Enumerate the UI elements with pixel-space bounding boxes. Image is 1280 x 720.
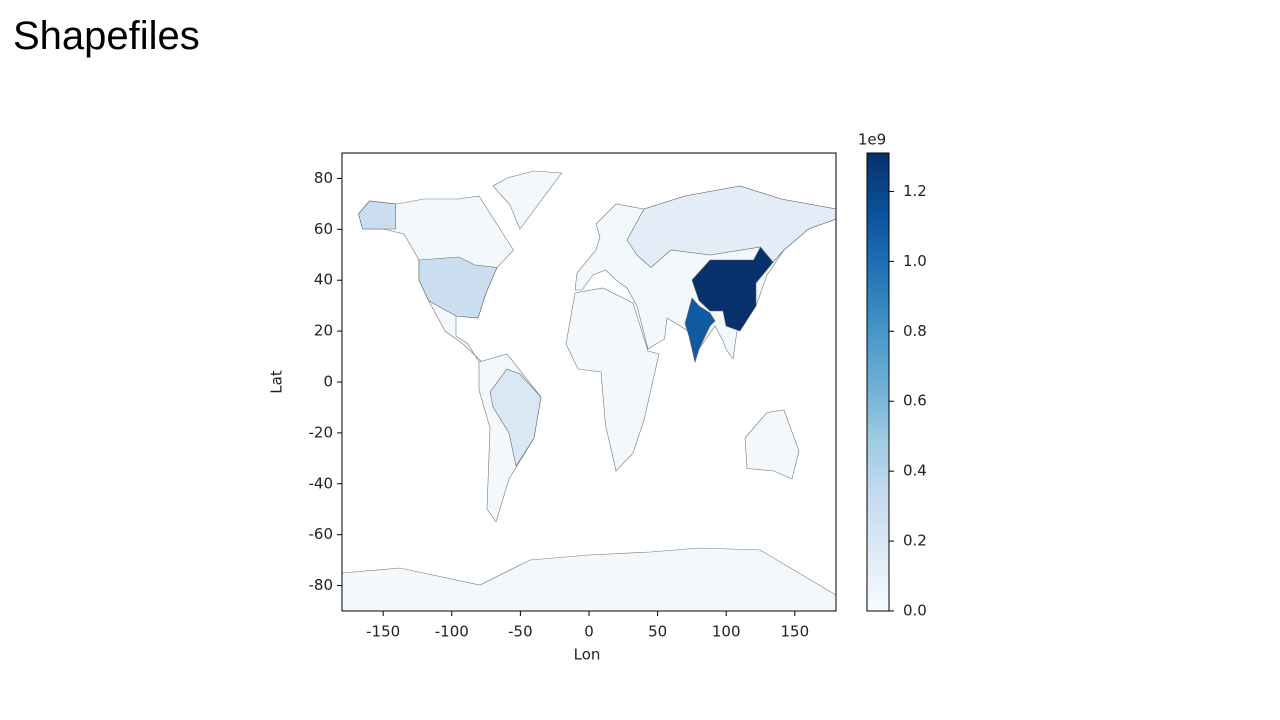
y-tick-label: 40 [314, 271, 333, 289]
y-tick-label: -20 [309, 423, 334, 441]
y-tick-label: 60 [314, 220, 333, 238]
x-tick-label: 50 [648, 623, 667, 641]
colorbar-tick-label: 0.6 [903, 392, 927, 410]
region [684, 297, 716, 364]
colorbar-tick-label: 1.0 [903, 252, 927, 270]
regions [358, 185, 837, 467]
x-tick-label: 100 [712, 623, 741, 641]
y-axis-label: Lat [268, 370, 286, 394]
colorbar [866, 152, 890, 612]
x-tick-label: 150 [781, 623, 810, 641]
colorbar-tick-label: 1.2 [903, 182, 927, 200]
region [626, 185, 837, 268]
y-tick-label: -80 [309, 576, 334, 594]
australia [744, 409, 800, 480]
colorbar-tick-label: 0.2 [903, 532, 927, 550]
x-tick-label: -100 [435, 623, 469, 641]
greenland [492, 170, 563, 230]
y-tick-label: -40 [309, 474, 334, 492]
y-tick-label: 20 [314, 322, 333, 340]
colorbar-tick-label: 0.0 [903, 602, 927, 620]
y-tick-label: 80 [314, 169, 333, 187]
y-tick-label: 0 [323, 373, 333, 391]
colorbar-tick-label: 0.8 [903, 322, 927, 340]
y-tick-label: -60 [309, 525, 334, 543]
colorbar-offset: 1e9 [858, 131, 886, 149]
antarctica [341, 547, 837, 612]
x-tick-label: -50 [508, 623, 533, 641]
slide-title: Shapefiles [13, 14, 200, 58]
region [489, 368, 542, 467]
region [691, 246, 774, 332]
x-tick-label: 0 [584, 623, 594, 641]
region [358, 200, 498, 319]
x-tick-label: -150 [366, 623, 400, 641]
africa [565, 287, 660, 472]
x-axis-label: Lon [574, 646, 601, 664]
colorbar-tick-label: 0.4 [903, 462, 927, 480]
